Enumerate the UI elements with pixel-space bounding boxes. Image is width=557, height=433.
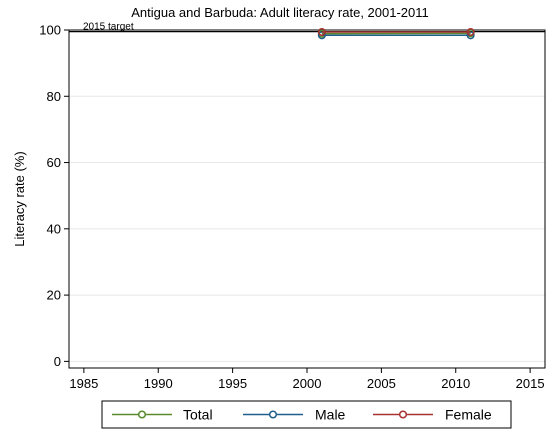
reference-line-label: 2015 target xyxy=(83,22,134,33)
y-tick-label: 0 xyxy=(54,354,61,369)
x-tick-label: 1990 xyxy=(144,376,173,391)
legend-marker-total xyxy=(137,410,147,419)
grid xyxy=(69,29,545,362)
y-tick-label: 20 xyxy=(47,288,61,303)
plot-area xyxy=(68,29,546,369)
x-tick-label: 1995 xyxy=(218,376,247,391)
legend: Total Male Female xyxy=(101,400,512,429)
x-tick-label: 2005 xyxy=(367,376,396,391)
data-point-female xyxy=(317,27,326,37)
legend-label-female: Female xyxy=(445,407,492,423)
legend-label-total: Total xyxy=(183,407,213,423)
legend-marker-female xyxy=(398,410,408,419)
y-tick-label: 40 xyxy=(47,221,61,236)
y-axis-label: Literacy rate (%) xyxy=(12,151,27,246)
x-tick-label: 1985 xyxy=(69,376,98,391)
data-point-female xyxy=(466,27,475,37)
y-axis: 0 20 40 60 80 100 xyxy=(39,23,69,369)
y-tick-label: 60 xyxy=(47,155,61,170)
legend-label-male: Male xyxy=(315,407,346,423)
chart-title: Antigua and Barbuda: Adult literacy rate… xyxy=(131,5,429,20)
x-tick-label: 2000 xyxy=(293,376,322,391)
y-tick-label: 80 xyxy=(47,89,61,104)
x-tick-label: 2010 xyxy=(441,376,470,391)
x-tick-label: 2015 xyxy=(516,376,545,391)
y-tick-label: 100 xyxy=(39,23,61,38)
series-layer xyxy=(317,27,475,40)
legend-marker-male xyxy=(268,410,278,419)
x-axis: 1985 1990 1995 2000 2005 2010 2015 xyxy=(69,368,545,391)
